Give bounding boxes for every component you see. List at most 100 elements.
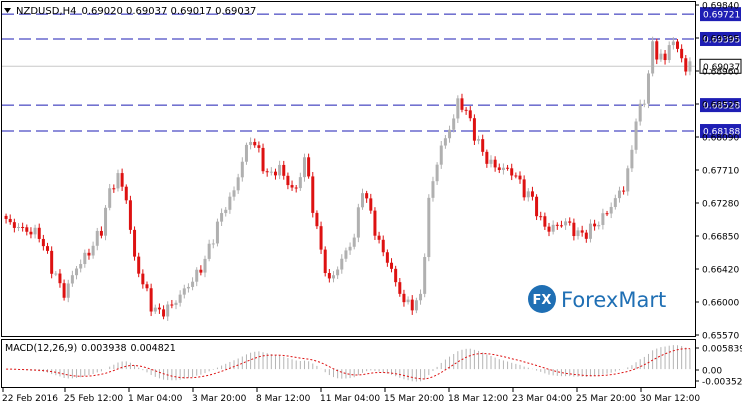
candle-body — [4, 215, 8, 219]
candle-body — [157, 307, 161, 310]
candle-body — [622, 190, 626, 192]
candle-body — [489, 159, 493, 164]
macd-tick-label: 0.005839 — [702, 345, 742, 355]
candle-body — [153, 307, 157, 312]
time-tick-label: 25 Feb 12:00 — [64, 394, 123, 404]
candle-body — [671, 41, 675, 46]
price-tick-label: 0.67280 — [702, 200, 739, 210]
candle-body — [688, 61, 692, 72]
candle-body — [211, 243, 215, 245]
candle-body — [634, 121, 638, 150]
candle-body — [58, 273, 62, 284]
candle-body — [79, 264, 83, 269]
candle-body — [638, 103, 642, 122]
candle-body — [572, 222, 576, 237]
candle-body — [613, 198, 617, 207]
candle-body — [145, 284, 149, 289]
candle-body — [286, 175, 290, 186]
candle-body — [547, 226, 551, 232]
candle-body — [174, 302, 178, 305]
candle-body — [646, 73, 650, 104]
candle-body — [419, 293, 423, 301]
candle-body — [655, 41, 659, 60]
current-price-box — [699, 58, 742, 74]
candle-body — [191, 281, 195, 287]
candle-body — [564, 221, 568, 226]
dropdown-triangle-icon[interactable] — [4, 8, 11, 13]
candle-body — [215, 221, 219, 244]
candle-body — [104, 207, 108, 236]
candle-body — [377, 235, 381, 240]
level-price-box — [700, 31, 741, 46]
level-price-label: 0.68528 — [703, 102, 740, 112]
candle-body — [559, 225, 563, 227]
current-price-label: 0.69037 — [703, 63, 740, 73]
candle-body — [642, 103, 646, 105]
candle-body — [452, 118, 456, 130]
candle-body — [443, 138, 447, 146]
candle-body — [481, 139, 485, 152]
level-price-label: 0.68188 — [703, 128, 740, 138]
fx-logo-icon — [528, 285, 556, 313]
candle-body — [220, 213, 224, 222]
candle-body — [659, 53, 663, 60]
candle-body — [675, 41, 679, 49]
price-tick-label: 0.69840 — [702, 2, 739, 12]
candle-body — [365, 193, 369, 199]
price-tick-label: 0.66000 — [702, 299, 739, 309]
candle-body — [244, 144, 248, 162]
candle-body — [319, 226, 323, 250]
candle-body — [568, 221, 572, 223]
logo-text: ForexMart — [561, 288, 666, 312]
candle-body — [50, 250, 54, 274]
candle-body — [25, 227, 29, 232]
candle-body — [137, 256, 141, 274]
candle-body — [133, 229, 137, 257]
candle-body — [543, 216, 547, 227]
main-chart-frame — [1, 1, 696, 337]
candle-body — [385, 252, 389, 263]
time-tick-label: 23 Mar 04:00 — [512, 394, 572, 404]
candle-body — [464, 109, 468, 111]
candle-body — [518, 175, 522, 180]
candle-body — [626, 168, 630, 192]
candle-body — [361, 193, 365, 208]
candle-body — [327, 273, 331, 279]
candle-body — [493, 159, 497, 168]
candle-body — [70, 275, 74, 284]
candle-body — [33, 227, 37, 235]
candle-body — [584, 232, 588, 239]
candle-body — [539, 216, 543, 218]
candle-body — [431, 181, 435, 198]
candle-body — [249, 141, 253, 145]
level-price-box — [700, 7, 741, 22]
candle-body — [83, 252, 87, 265]
candle-body — [468, 110, 472, 119]
symbol-label: NZDUSD,H4 — [16, 6, 76, 17]
candle-body — [605, 213, 609, 215]
price-tick-label: 0.69395 — [702, 35, 739, 45]
candle-body — [182, 288, 186, 295]
candle-body — [402, 293, 406, 303]
price-tick-label: 0.68090 — [702, 134, 739, 144]
candle-body — [510, 168, 514, 176]
candle-body — [95, 230, 99, 246]
candle-body — [588, 223, 592, 239]
candle-body — [630, 149, 634, 169]
price-tick-label: 0.66420 — [702, 266, 739, 276]
candle-body — [497, 167, 501, 171]
candle-body — [99, 230, 103, 236]
candle-body — [456, 98, 460, 119]
candle-body — [149, 288, 153, 312]
candle-body — [17, 226, 21, 228]
candle-body — [278, 164, 282, 176]
candle-body — [448, 129, 452, 139]
candle-body — [265, 171, 269, 173]
time-tick-label: 11 Mar 04:00 — [320, 394, 380, 404]
candle-body — [472, 118, 476, 141]
candle-body — [506, 167, 510, 169]
candle-body — [593, 223, 597, 227]
candle-body — [352, 237, 356, 247]
